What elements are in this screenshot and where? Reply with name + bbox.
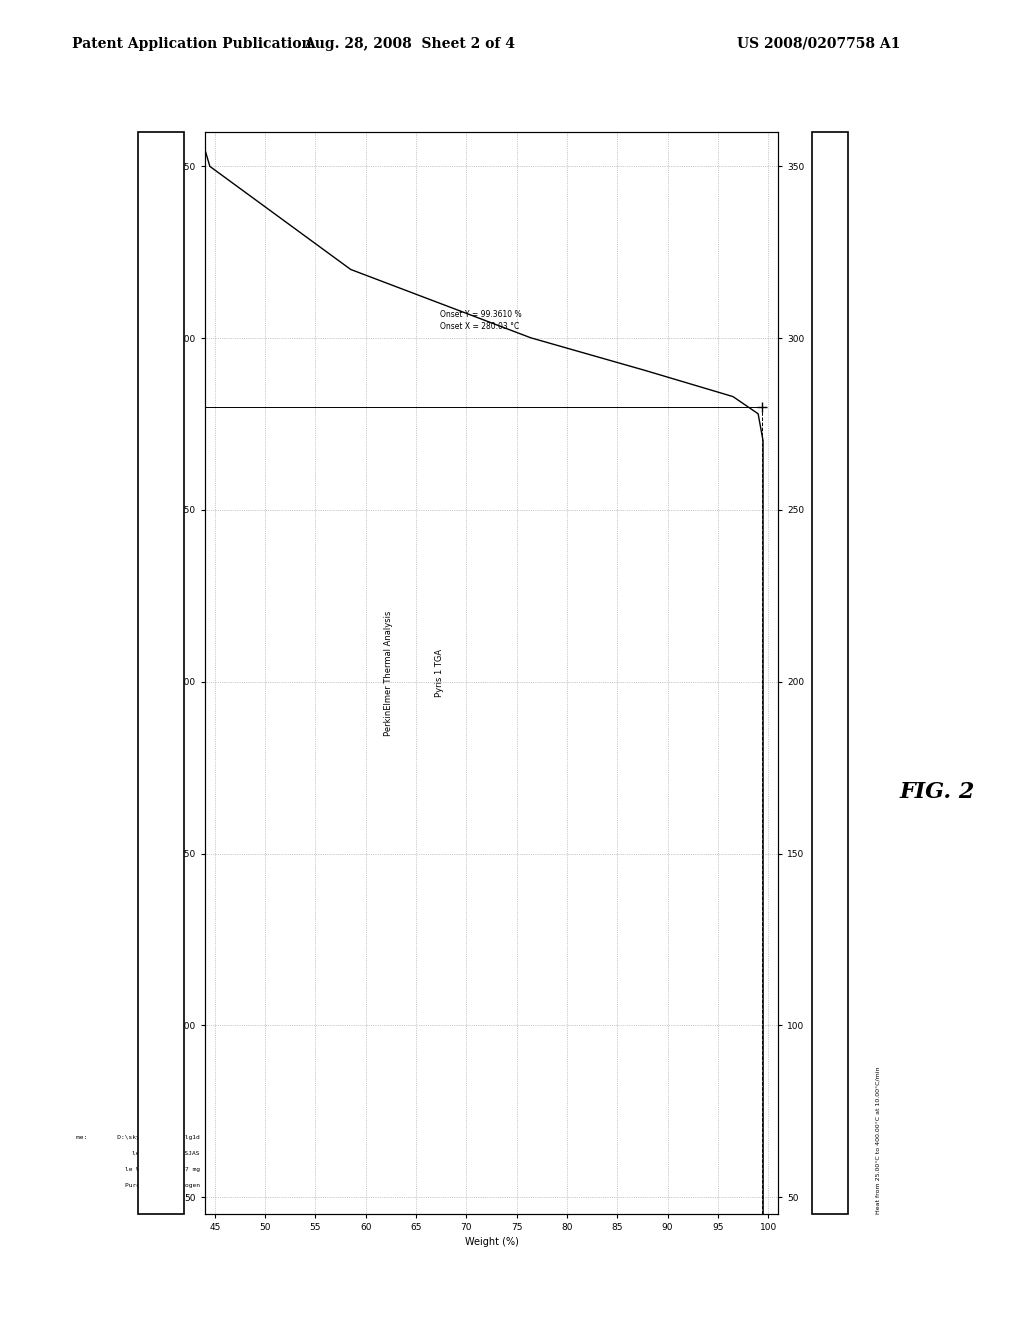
Text: FIG. 2: FIG. 2 <box>899 781 975 803</box>
Text: Pyris 1 TGA: Pyris 1 TGA <box>435 649 444 697</box>
Text: le ID:      DHSJAS: le ID: DHSJAS <box>132 1151 200 1156</box>
Text: US 2008/0207758 A1: US 2008/0207758 A1 <box>737 37 901 51</box>
Text: Aug. 28, 2008  Sheet 2 of 4: Aug. 28, 2008 Sheet 2 of 4 <box>304 37 515 51</box>
Text: Purge Gas:  Nitrogen: Purge Gas: Nitrogen <box>125 1183 200 1188</box>
Text: PerkinElmer Thermal Analysis: PerkinElmer Thermal Analysis <box>384 611 393 735</box>
Text: 350: 350 <box>822 139 838 148</box>
Text: Onset Y = 99.3610 %
Onset X = 280.03 °C: Onset Y = 99.3610 % Onset X = 280.03 °C <box>440 310 521 331</box>
X-axis label: Weight (%): Weight (%) <box>465 1237 518 1246</box>
Text: Patent Application Publication: Patent Application Publication <box>72 37 311 51</box>
Text: le Weight:  0.557 mg: le Weight: 0.557 mg <box>125 1167 200 1172</box>
Text: Heat from 25.00°C to 400.00°C at 10.00°C/min: Heat from 25.00°C to 400.00°C at 10.00°C… <box>876 1067 881 1214</box>
Y-axis label: Temperature (°C): Temperature (°C) <box>818 631 828 715</box>
Text: me:        D:\sky-20060\1104.lg1d: me: D:\sky-20060\1104.lg1d <box>76 1135 200 1140</box>
